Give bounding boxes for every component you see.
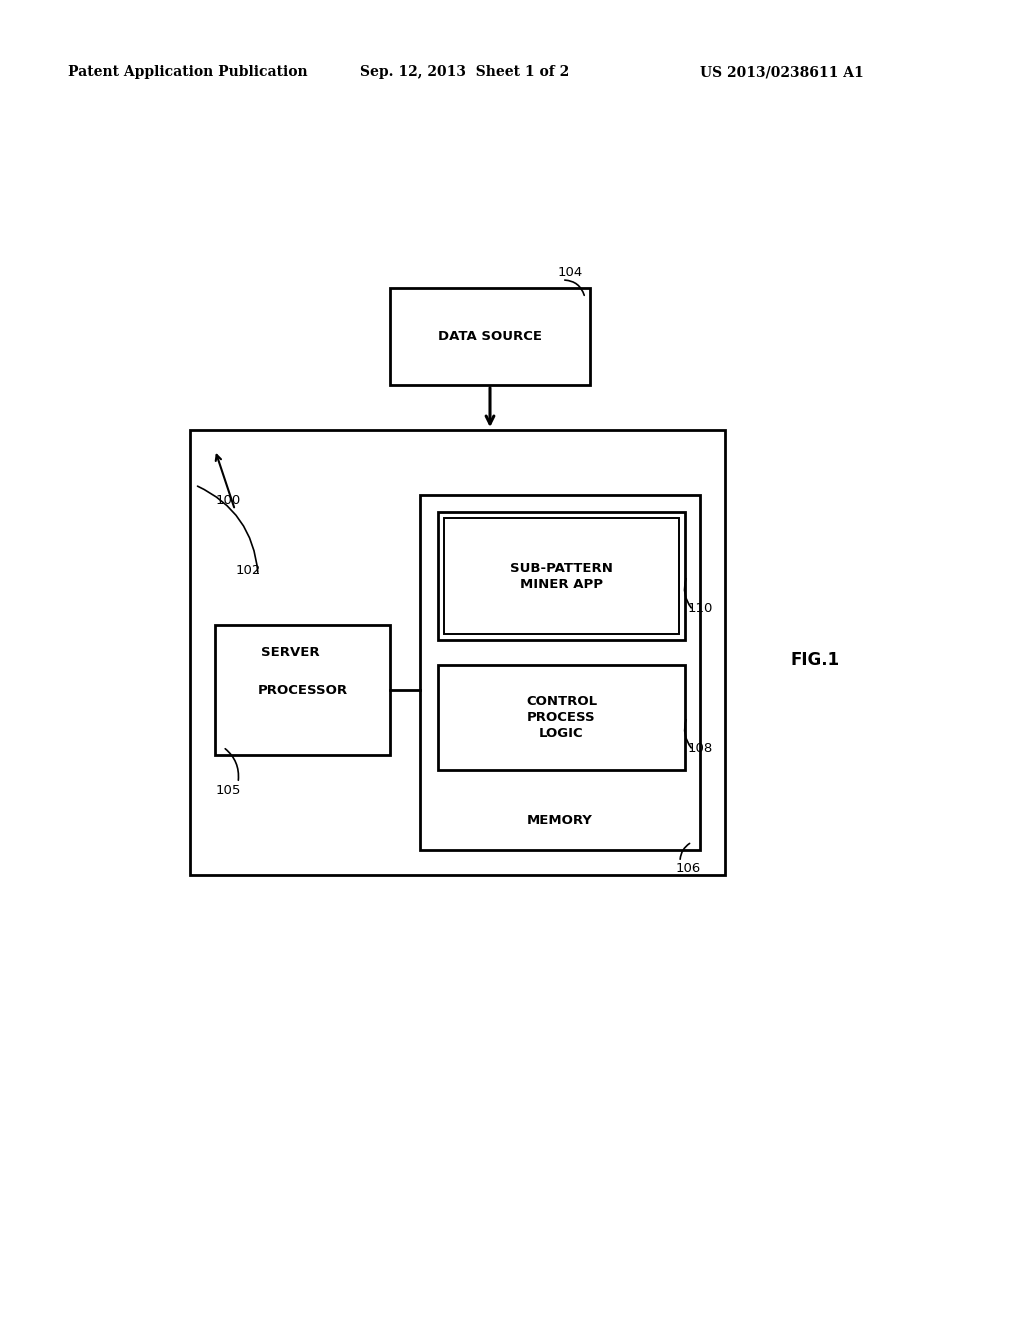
Text: SUB-PATTERN
MINER APP: SUB-PATTERN MINER APP <box>510 561 613 590</box>
Text: 104: 104 <box>557 265 583 279</box>
Text: Patent Application Publication: Patent Application Publication <box>68 65 307 79</box>
Bar <box>420 495 700 850</box>
Text: SERVER: SERVER <box>261 645 319 659</box>
Text: 106: 106 <box>676 862 700 874</box>
Text: 110: 110 <box>687 602 713 615</box>
Bar <box>190 430 725 875</box>
Text: 102: 102 <box>236 564 261 577</box>
Text: MEMORY: MEMORY <box>527 813 593 826</box>
Text: FIG.1: FIG.1 <box>790 651 839 669</box>
Bar <box>438 512 685 640</box>
Bar <box>390 288 590 385</box>
Text: Sep. 12, 2013  Sheet 1 of 2: Sep. 12, 2013 Sheet 1 of 2 <box>360 65 569 79</box>
Text: 105: 105 <box>215 784 241 796</box>
Text: 108: 108 <box>687 742 713 755</box>
Text: US 2013/0238611 A1: US 2013/0238611 A1 <box>700 65 864 79</box>
Text: DATA SOURCE: DATA SOURCE <box>438 330 542 343</box>
Bar <box>444 517 679 634</box>
Text: CONTROL
PROCESS
LOGIC: CONTROL PROCESS LOGIC <box>526 696 597 741</box>
Text: 100: 100 <box>215 494 241 507</box>
Text: PROCESSOR: PROCESSOR <box>257 684 347 697</box>
Bar <box>215 624 390 755</box>
Bar <box>438 665 685 770</box>
